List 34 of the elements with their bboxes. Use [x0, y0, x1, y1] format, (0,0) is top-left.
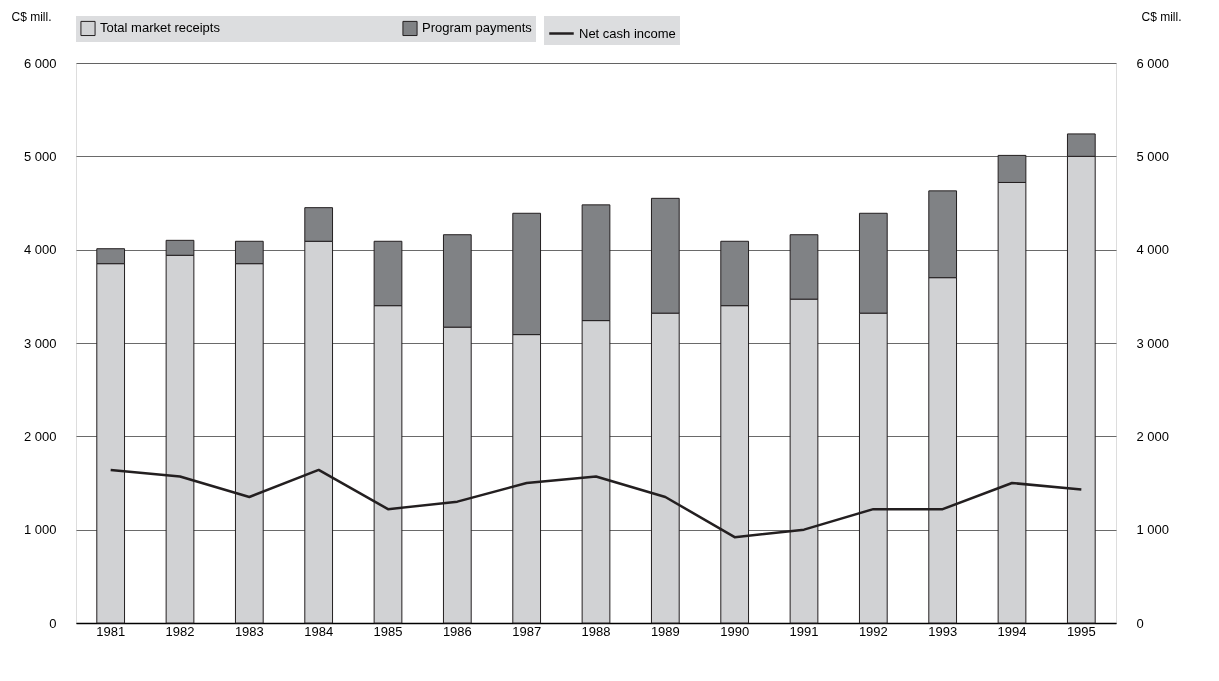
y2-tick-label: 4 000 [1136, 242, 1170, 258]
y-tick-label: 4 000 [23, 242, 57, 258]
x-tick-label: 1986 [442, 623, 472, 639]
x-tick-label: 1987 [512, 623, 542, 639]
y2-tick-label: 1 000 [1136, 522, 1170, 538]
y2-tick-label: 0 [1136, 615, 1144, 631]
y-tick-label: 6 000 [23, 55, 57, 71]
x-tick-label: 1993 [928, 623, 958, 639]
y-tick-label: 1 000 [23, 522, 57, 538]
y-tick-label: 5 000 [23, 148, 57, 164]
x-tick-label: 1984 [304, 623, 334, 639]
x-tick-label: 1983 [234, 623, 264, 639]
y-axis-title: C$ mill. [11, 9, 52, 24]
x-tick-label: 1989 [650, 623, 680, 639]
x-tick-label: 1992 [858, 623, 888, 639]
x-tick-label: 1985 [373, 623, 403, 639]
legend-label: Net cash income [579, 25, 676, 41]
y2-tick-label: 5 000 [1136, 148, 1170, 164]
y2-tick-label: 6 000 [1136, 55, 1170, 71]
y2-tick-label: 2 000 [1136, 428, 1170, 444]
legend-label: Program payments [422, 20, 533, 36]
x-tick-label: 1988 [581, 623, 611, 639]
y-tick-label: 3 000 [23, 335, 57, 351]
x-tick-label: 1981 [96, 623, 126, 639]
legend-label: Total market receipts [100, 20, 221, 36]
x-tick-label: 1982 [165, 623, 195, 639]
x-tick-label: 1990 [720, 623, 750, 639]
y2-tick-label: 3 000 [1136, 335, 1170, 351]
x-tick-label: 1995 [1066, 623, 1096, 639]
y-tick-label: 2 000 [23, 428, 57, 444]
x-tick-label: 1991 [789, 623, 819, 639]
x-tick-label: 1994 [997, 623, 1027, 639]
y2-axis-title: C$ mill. [1141, 9, 1182, 24]
y-tick-label: 0 [49, 615, 57, 631]
